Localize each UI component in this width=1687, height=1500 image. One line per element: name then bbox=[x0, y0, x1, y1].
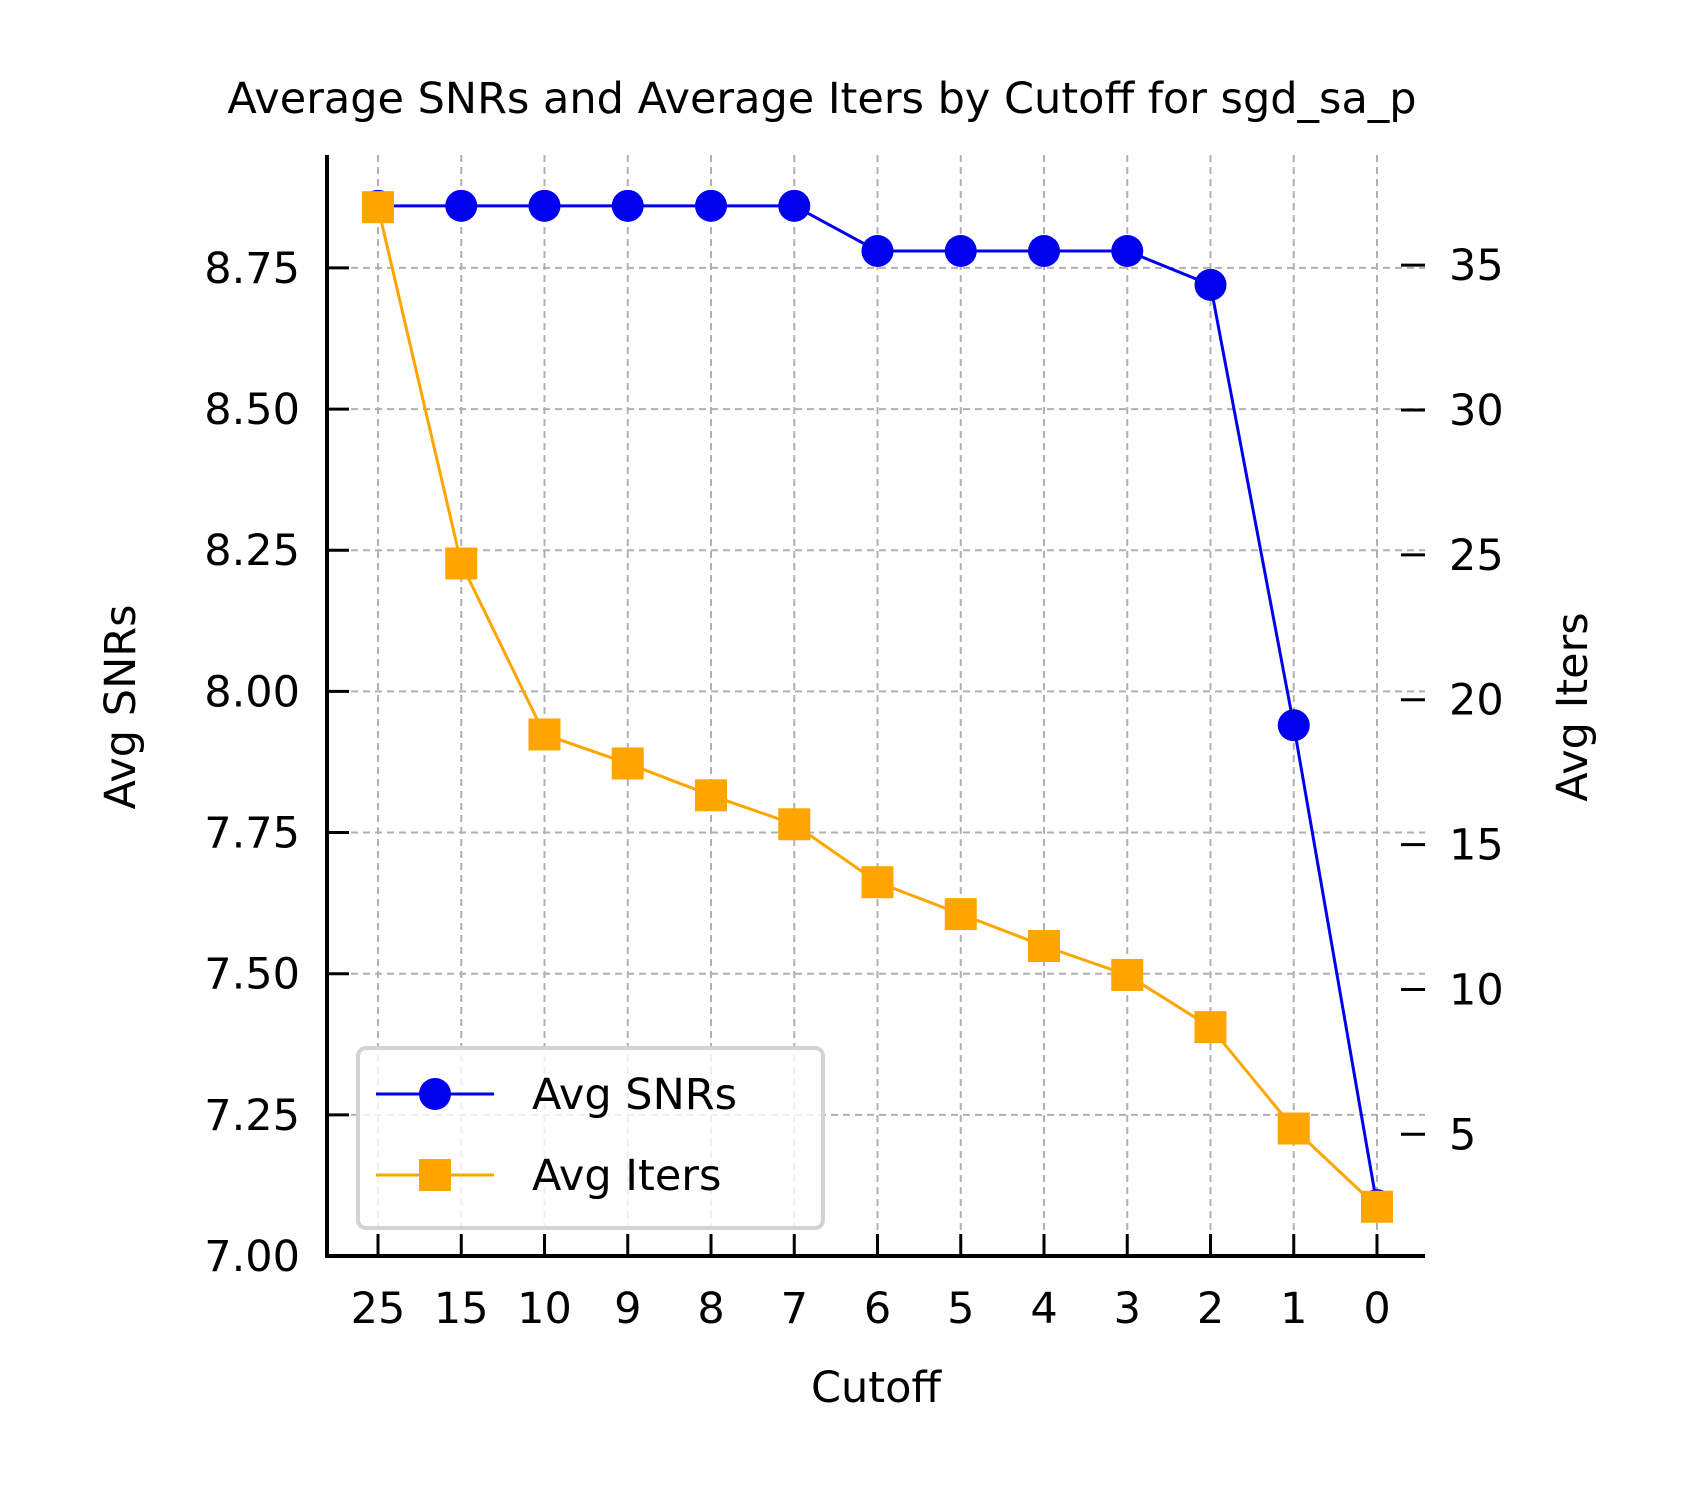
data-point-iters bbox=[861, 866, 894, 899]
legend-label-snrs: Avg SNRs bbox=[532, 1070, 737, 1120]
x-tick-label: 6 bbox=[864, 1284, 891, 1334]
y-tick-label: 8.50 bbox=[204, 385, 300, 435]
data-point-snrs bbox=[695, 189, 727, 222]
data-point-iters bbox=[362, 191, 394, 224]
x-tick-label: 2 bbox=[1197, 1284, 1224, 1334]
y-tick-label: 7.25 bbox=[204, 1091, 300, 1141]
x-tick-label: 5 bbox=[947, 1284, 974, 1334]
left-y-ticks: 7.00 7.25 7.50 7.75 8.00 8.25 8.50 8.75 bbox=[204, 244, 349, 1282]
data-point-snrs bbox=[611, 189, 644, 222]
data-point-iters bbox=[445, 547, 478, 580]
x-tick-label: 25 bbox=[351, 1284, 406, 1334]
data-point-iters bbox=[528, 718, 561, 751]
legend-label-iters: Avg Iters bbox=[532, 1151, 721, 1201]
x-tick-label: 9 bbox=[614, 1284, 641, 1334]
data-point-snrs bbox=[528, 189, 561, 222]
y2-tick-label: 5 bbox=[1449, 1110, 1476, 1160]
data-point-iters bbox=[1028, 929, 1060, 962]
x-tick-label: 3 bbox=[1114, 1284, 1141, 1334]
data-point-iters bbox=[1111, 958, 1144, 991]
data-point-iters bbox=[778, 808, 811, 841]
y-tick-label: 7.00 bbox=[204, 1232, 300, 1282]
y-tick-label: 7.50 bbox=[204, 950, 300, 1000]
data-point-iters bbox=[1277, 1112, 1310, 1145]
x-axis-label: Cutoff bbox=[811, 1363, 942, 1413]
data-point-snrs bbox=[1194, 268, 1227, 301]
y2-tick-label: 15 bbox=[1449, 821, 1504, 871]
data-point-snrs bbox=[1028, 234, 1060, 267]
x-ticks: 25 15 10 9 8 7 6 5 4 3 2 1 0 bbox=[351, 1234, 1391, 1334]
y2-tick-label: 30 bbox=[1449, 386, 1504, 436]
data-point-snrs bbox=[778, 189, 811, 222]
data-point-iters bbox=[944, 898, 977, 931]
data-point-snrs bbox=[861, 234, 894, 267]
x-tick-label: 1 bbox=[1280, 1284, 1307, 1334]
legend-marker-snrs bbox=[419, 1078, 451, 1110]
right-y-ticks: 5 10 15 20 25 30 35 bbox=[1401, 241, 1504, 1160]
y2-tick-label: 25 bbox=[1449, 531, 1504, 581]
data-point-iters bbox=[611, 747, 644, 780]
series-layer bbox=[362, 189, 1393, 1223]
x-tick-label: 15 bbox=[434, 1284, 489, 1334]
y-axis-label: Avg SNRs bbox=[96, 604, 146, 809]
legend: Avg SNRs Avg Iters bbox=[356, 1046, 825, 1230]
y-tick-label: 8.00 bbox=[204, 667, 300, 717]
data-point-snrs bbox=[445, 189, 478, 222]
y-tick-label: 8.75 bbox=[204, 244, 300, 294]
x-tick-label: 10 bbox=[517, 1284, 572, 1334]
y2-tick-label: 35 bbox=[1449, 241, 1504, 291]
y2-axis-label: Avg Iters bbox=[1548, 612, 1598, 801]
x-tick-label: 0 bbox=[1363, 1284, 1390, 1334]
data-point-iters bbox=[1361, 1190, 1393, 1223]
y-tick-label: 8.25 bbox=[204, 526, 300, 576]
data-point-snrs bbox=[1111, 234, 1144, 267]
x-tick-label: 7 bbox=[781, 1284, 808, 1334]
legend-marker-iters bbox=[419, 1159, 451, 1191]
data-point-iters bbox=[695, 779, 727, 812]
data-point-snrs bbox=[1277, 709, 1310, 742]
data-point-iters bbox=[1194, 1011, 1227, 1044]
data-point-snrs bbox=[944, 234, 977, 267]
y2-tick-label: 20 bbox=[1449, 676, 1504, 726]
x-tick-label: 4 bbox=[1030, 1284, 1057, 1334]
chart-title: Average SNRs and Average Iters by Cutoff… bbox=[227, 74, 1416, 124]
y2-tick-label: 10 bbox=[1449, 965, 1504, 1015]
y-tick-label: 7.75 bbox=[204, 809, 300, 859]
x-tick-label: 8 bbox=[697, 1284, 724, 1334]
